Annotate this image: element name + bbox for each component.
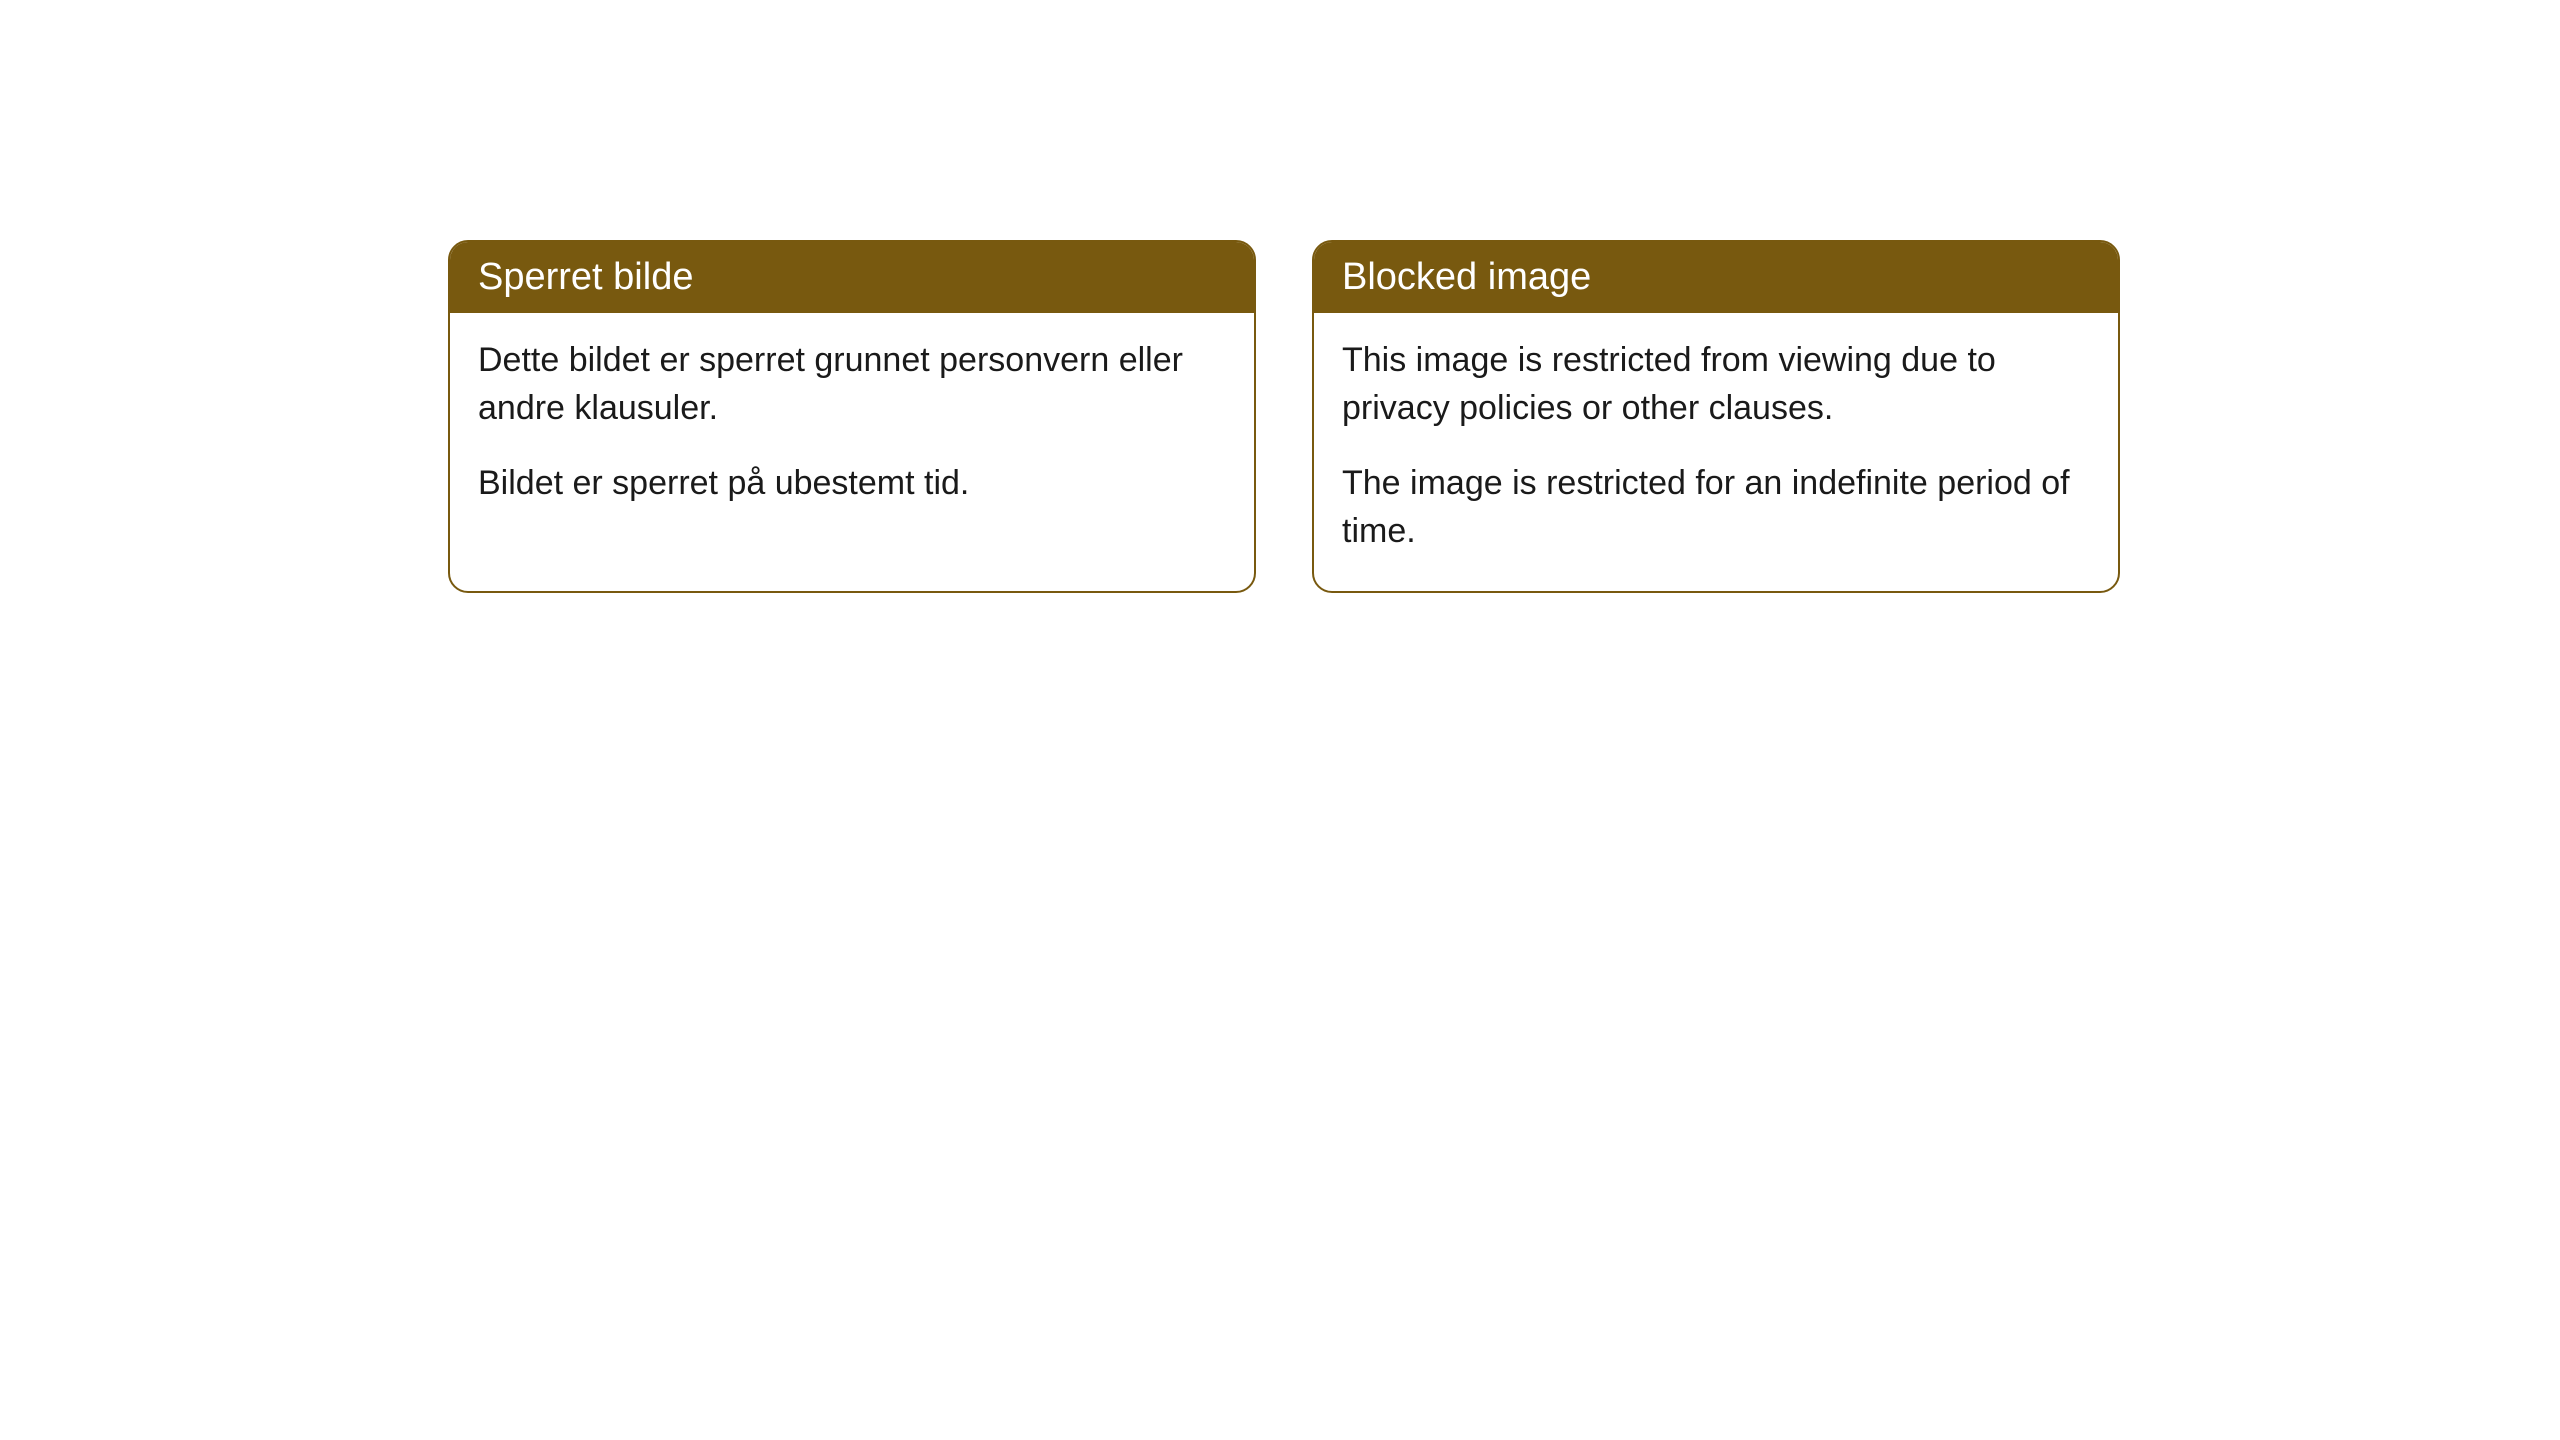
card-header-english: Blocked image bbox=[1314, 242, 2118, 313]
card-paragraph-1: This image is restricted from viewing du… bbox=[1342, 337, 2090, 432]
card-body-english: This image is restricted from viewing du… bbox=[1314, 313, 2118, 591]
card-paragraph-2: Bildet er sperret på ubestemt tid. bbox=[478, 460, 1226, 508]
blocked-image-card-english: Blocked image This image is restricted f… bbox=[1312, 240, 2120, 593]
blocked-image-card-norwegian: Sperret bilde Dette bildet er sperret gr… bbox=[448, 240, 1256, 593]
card-body-norwegian: Dette bildet er sperret grunnet personve… bbox=[450, 313, 1254, 544]
notice-cards-container: Sperret bilde Dette bildet er sperret gr… bbox=[0, 0, 2560, 593]
card-paragraph-2: The image is restricted for an indefinit… bbox=[1342, 460, 2090, 555]
card-header-norwegian: Sperret bilde bbox=[450, 242, 1254, 313]
card-paragraph-1: Dette bildet er sperret grunnet personve… bbox=[478, 337, 1226, 432]
